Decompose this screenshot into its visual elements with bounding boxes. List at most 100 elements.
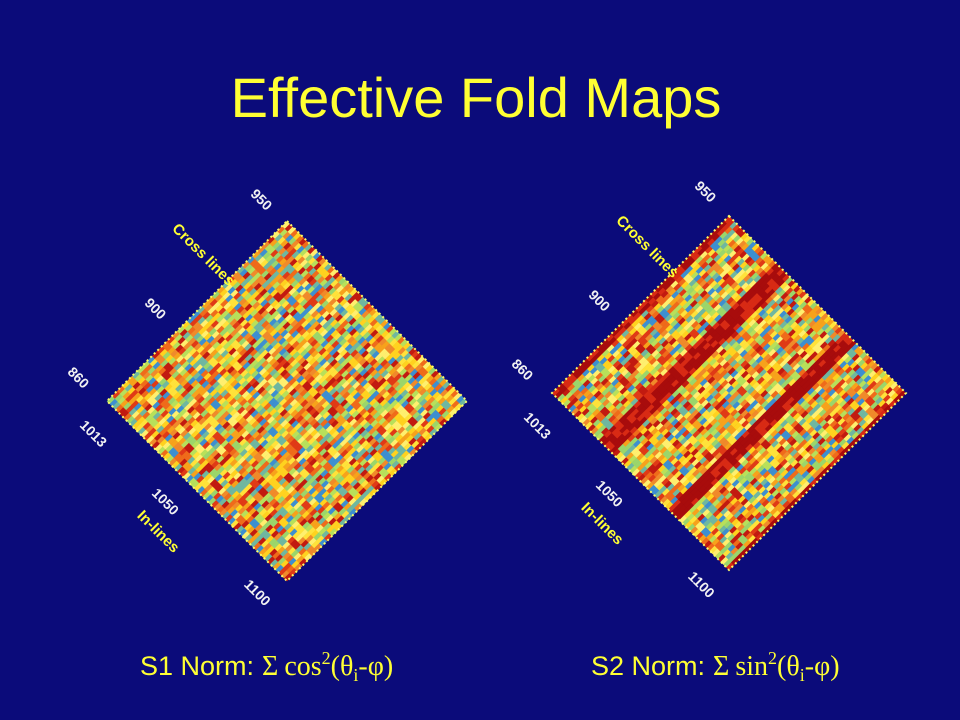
map-cell xyxy=(760,527,769,537)
map-cell xyxy=(290,279,299,288)
map-cell xyxy=(718,397,728,407)
map-cell xyxy=(303,492,312,501)
map-cell xyxy=(321,450,331,460)
map-cell xyxy=(776,357,785,366)
map-cell xyxy=(266,315,275,324)
map-cell xyxy=(702,381,711,390)
map-cell xyxy=(576,402,585,411)
map-cell xyxy=(685,276,694,285)
map-cell xyxy=(127,386,136,395)
map-cell xyxy=(356,415,366,425)
map-cell xyxy=(816,328,825,337)
map-cell xyxy=(334,483,343,492)
map-cell xyxy=(702,292,711,301)
map-cell xyxy=(202,311,211,320)
map-cell xyxy=(771,273,780,282)
map-cell xyxy=(716,494,725,503)
map-cell xyxy=(745,415,755,424)
map-cell xyxy=(716,228,725,237)
map-cell xyxy=(717,554,726,563)
map-cell xyxy=(387,436,396,445)
map-cell xyxy=(175,355,185,364)
map-cell xyxy=(335,375,345,384)
map-cell xyxy=(659,396,668,406)
map-cell xyxy=(323,342,332,351)
map-cell xyxy=(349,479,359,488)
map-cell xyxy=(701,459,710,468)
map-cell xyxy=(246,346,256,355)
map-cell xyxy=(650,477,659,486)
map-cell xyxy=(309,328,318,337)
map-cell xyxy=(163,412,172,421)
map-cell xyxy=(187,326,196,335)
map-cell xyxy=(378,417,387,426)
map-cell xyxy=(788,477,797,486)
map-cell xyxy=(374,454,384,463)
map-cell xyxy=(695,354,704,364)
map-cell xyxy=(856,387,865,396)
map-cell xyxy=(231,440,240,449)
map-cell xyxy=(805,455,814,464)
map-cell xyxy=(296,555,305,564)
map-cell xyxy=(353,362,362,372)
map-cell xyxy=(873,414,882,423)
map-cell xyxy=(825,346,834,356)
map-cell xyxy=(240,279,249,288)
map-cell xyxy=(275,345,285,354)
map-cell xyxy=(204,433,213,442)
map-cell xyxy=(797,446,806,455)
map-cell xyxy=(261,241,271,250)
map-cell xyxy=(625,363,634,372)
map-cell xyxy=(584,371,593,380)
map-cell xyxy=(360,440,370,449)
map-cell xyxy=(285,324,294,333)
map-cell xyxy=(642,468,651,478)
map-cell xyxy=(620,407,629,416)
map-cell xyxy=(196,475,205,484)
map-cell xyxy=(789,487,798,497)
map-cell xyxy=(168,367,177,377)
map-cell xyxy=(727,406,736,415)
map-cell xyxy=(717,377,726,386)
map-cell xyxy=(238,387,247,397)
map-cell xyxy=(341,380,350,389)
map-cell xyxy=(560,396,569,405)
map-cell xyxy=(256,375,265,384)
map-cell xyxy=(256,246,266,255)
map-cell xyxy=(236,435,245,444)
map-cell xyxy=(718,436,727,446)
map-cell xyxy=(218,447,227,456)
map-cell xyxy=(182,471,191,481)
map-cell xyxy=(739,477,748,486)
map-cell xyxy=(170,439,179,448)
map-cell xyxy=(706,277,715,286)
map-cell xyxy=(295,454,304,463)
map-cell xyxy=(827,339,836,348)
map-cell xyxy=(258,537,267,546)
map-cell xyxy=(759,290,768,300)
map-cell xyxy=(223,302,232,311)
map-cell xyxy=(326,345,335,354)
map-cell xyxy=(633,450,642,459)
map-cell xyxy=(735,503,744,512)
map-cell xyxy=(612,349,621,359)
map-cell xyxy=(340,499,349,508)
map-cell xyxy=(864,396,873,405)
map-cell xyxy=(215,495,225,504)
map-cell xyxy=(823,354,832,363)
map-cell xyxy=(647,336,656,345)
map-cell xyxy=(291,560,300,569)
map-cell xyxy=(634,460,643,469)
map-cell xyxy=(237,316,246,325)
map-cell xyxy=(574,381,583,390)
map-cell xyxy=(280,520,290,529)
map-cell xyxy=(846,397,855,406)
map-cell xyxy=(253,502,262,511)
map-cell xyxy=(808,468,818,477)
map-cell xyxy=(825,357,834,366)
map-cell xyxy=(274,284,284,293)
map-cell xyxy=(678,327,687,336)
map-cell xyxy=(769,291,779,300)
map-cell xyxy=(245,414,254,423)
map-cell xyxy=(268,307,277,316)
